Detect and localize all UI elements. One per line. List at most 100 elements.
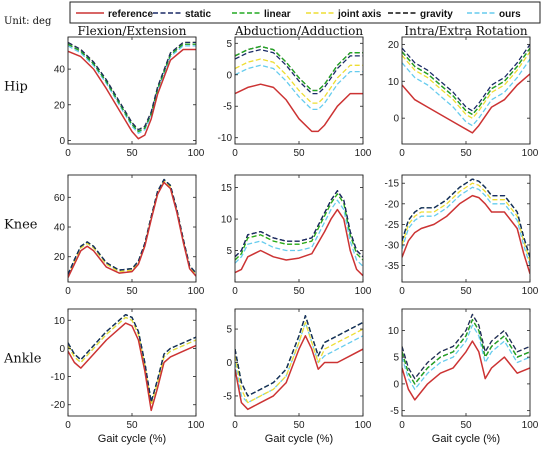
series-line-ours — [235, 64, 363, 111]
panel-hip-flexion-extension: 0 20 40 0 50 100 — [54, 36, 205, 159]
row-label-ankle: Ankle — [3, 352, 42, 367]
column-titles: Flexion/Extension Abduction/Adduction Intr… — [78, 24, 528, 38]
x-tick-label: 0 — [65, 286, 71, 297]
x-tick-label: 50 — [126, 420, 138, 431]
series-line-static — [235, 190, 363, 258]
x-axis-label: Gait cycle (%) — [265, 433, 333, 445]
x-tick-label: 50 — [460, 420, 472, 431]
x-tick-label: 100 — [522, 420, 539, 431]
series-line-joint-axis — [68, 316, 196, 406]
y-tick-label: -5 — [223, 391, 232, 402]
x-tick-label: 100 — [355, 148, 372, 159]
series-line-reference — [402, 340, 530, 401]
x-tick-label: 50 — [126, 148, 138, 159]
series-line-static — [402, 44, 530, 112]
series-line-linear — [235, 315, 363, 397]
series-line-reference — [402, 194, 530, 275]
y-tick-label: 0 — [59, 344, 65, 355]
y-tick-label: 0 — [393, 114, 399, 125]
panel-frame — [401, 36, 531, 145]
series-line-reference — [68, 181, 196, 278]
y-tick-label: -35 — [385, 261, 400, 272]
series-line-joint-axis — [68, 180, 196, 277]
y-tick-label: 15 — [221, 183, 233, 194]
series-line-static — [402, 313, 530, 380]
series-line-ours — [235, 321, 363, 404]
series-line-reference — [68, 48, 196, 140]
y-tick-label: 10 — [388, 326, 400, 337]
legend-label-gravity: gravity — [420, 9, 453, 20]
y-tick-label: 20 — [388, 40, 400, 51]
y-tick-label: -5 — [390, 406, 399, 417]
series-line-ours — [68, 180, 196, 277]
legend-label-reference: reference — [108, 9, 153, 20]
series-line-ours — [402, 186, 530, 266]
y-tick-label: 5 — [226, 39, 232, 50]
panel-frame — [67, 174, 197, 283]
x-tick-label: 50 — [293, 286, 305, 297]
series-line-linear — [235, 193, 363, 261]
series-line-ours — [235, 199, 363, 267]
y-tick-label: -30 — [385, 240, 400, 251]
series-line-linear — [402, 319, 530, 385]
panel-knee-flexion-extension: 20 40 60 0 50 100 — [54, 174, 205, 297]
panel-series — [68, 41, 196, 140]
series-line-linear — [235, 45, 363, 92]
series-line-reference — [68, 322, 196, 412]
y-tick-label: -20 — [51, 400, 66, 411]
panel-frame — [67, 308, 197, 417]
x-axis-label: Gait cycle (%) — [432, 433, 500, 445]
series-line-ours — [402, 324, 530, 390]
y-tick-label: 20 — [54, 252, 66, 263]
y-tick-label: 60 — [54, 193, 66, 204]
series-line-joint-axis — [235, 321, 363, 404]
panel-series — [402, 178, 530, 275]
series-line-static — [68, 178, 196, 275]
series-line-joint-axis — [402, 51, 530, 119]
column-title-flexion-extension: Flexion/Extension — [78, 24, 187, 38]
y-tick-label: -15 — [385, 179, 400, 190]
x-tick-label: 50 — [293, 420, 305, 431]
panel-series — [68, 313, 196, 412]
y-tick-label: 5 — [226, 246, 232, 257]
series-line-joint-axis — [235, 58, 363, 104]
series-line-gravity — [68, 178, 196, 275]
series-line-linear — [68, 178, 196, 275]
series-line-ours — [402, 58, 530, 127]
x-tick-label: 0 — [399, 148, 405, 159]
x-tick-label: 0 — [65, 420, 71, 431]
legend-label-joint-axis: joint axis — [337, 9, 382, 20]
y-tick-label: 10 — [388, 77, 400, 88]
y-tick-label: -10 — [218, 133, 233, 144]
series-line-ours — [68, 45, 196, 134]
legend-box — [69, 1, 541, 24]
y-tick-label: 5 — [226, 325, 232, 336]
series-line-joint-axis — [402, 182, 530, 262]
y-tick-label: 5 — [393, 353, 399, 364]
panel-series — [235, 315, 363, 411]
panel-series — [402, 313, 530, 401]
series-line-gravity — [235, 45, 363, 92]
x-tick-label: 0 — [399, 420, 405, 431]
panel-series — [68, 178, 196, 278]
x-tick-label: 0 — [232, 420, 238, 431]
x-tick-label: 0 — [65, 148, 71, 159]
column-title-intra-extra-rotation: Intra/Extra Rotation — [404, 24, 527, 38]
series-line-reference — [235, 208, 363, 277]
x-tick-label: 50 — [126, 286, 138, 297]
x-tick-label: 100 — [355, 286, 372, 297]
x-tick-label: 50 — [293, 148, 305, 159]
series-line-reference — [235, 335, 363, 411]
x-tick-label: 50 — [460, 148, 472, 159]
x-tick-label: 0 — [399, 286, 405, 297]
y-tick-label: 20 — [54, 100, 66, 111]
unit-label: Unit: deg — [4, 16, 52, 27]
y-tick-label: 10 — [221, 215, 233, 226]
x-tick-label: 100 — [188, 420, 205, 431]
